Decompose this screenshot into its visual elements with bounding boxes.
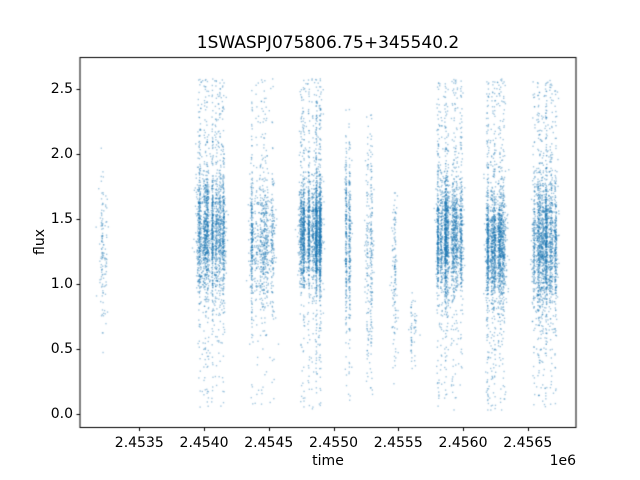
y-tick-label: 0.5 [50, 341, 73, 357]
x-tick-label: 2.4545 [244, 435, 294, 451]
y-axis-label: flux [32, 229, 48, 255]
x-tick-label: 2.4555 [373, 435, 423, 451]
y-tick-label: 1.0 [50, 276, 73, 292]
y-tick-label: 2.5 [50, 81, 73, 97]
y-tick-label: 1.5 [50, 211, 73, 227]
y-tick-label: 0.0 [50, 406, 73, 422]
x-tick-label: 2.4535 [114, 435, 164, 451]
x-tick-label: 2.4550 [309, 435, 359, 451]
x-axis-label: time [312, 453, 344, 469]
x-tick-label: 2.4560 [438, 435, 488, 451]
y-tick-label: 2.0 [50, 146, 73, 162]
x-tick-label: 2.4565 [503, 435, 553, 451]
chart-title: 1SWASPJ075806.75+345540.2 [196, 33, 460, 53]
x-tick-label: 2.4540 [179, 435, 229, 451]
x-axis-offset-label: 1e6 [549, 453, 576, 469]
